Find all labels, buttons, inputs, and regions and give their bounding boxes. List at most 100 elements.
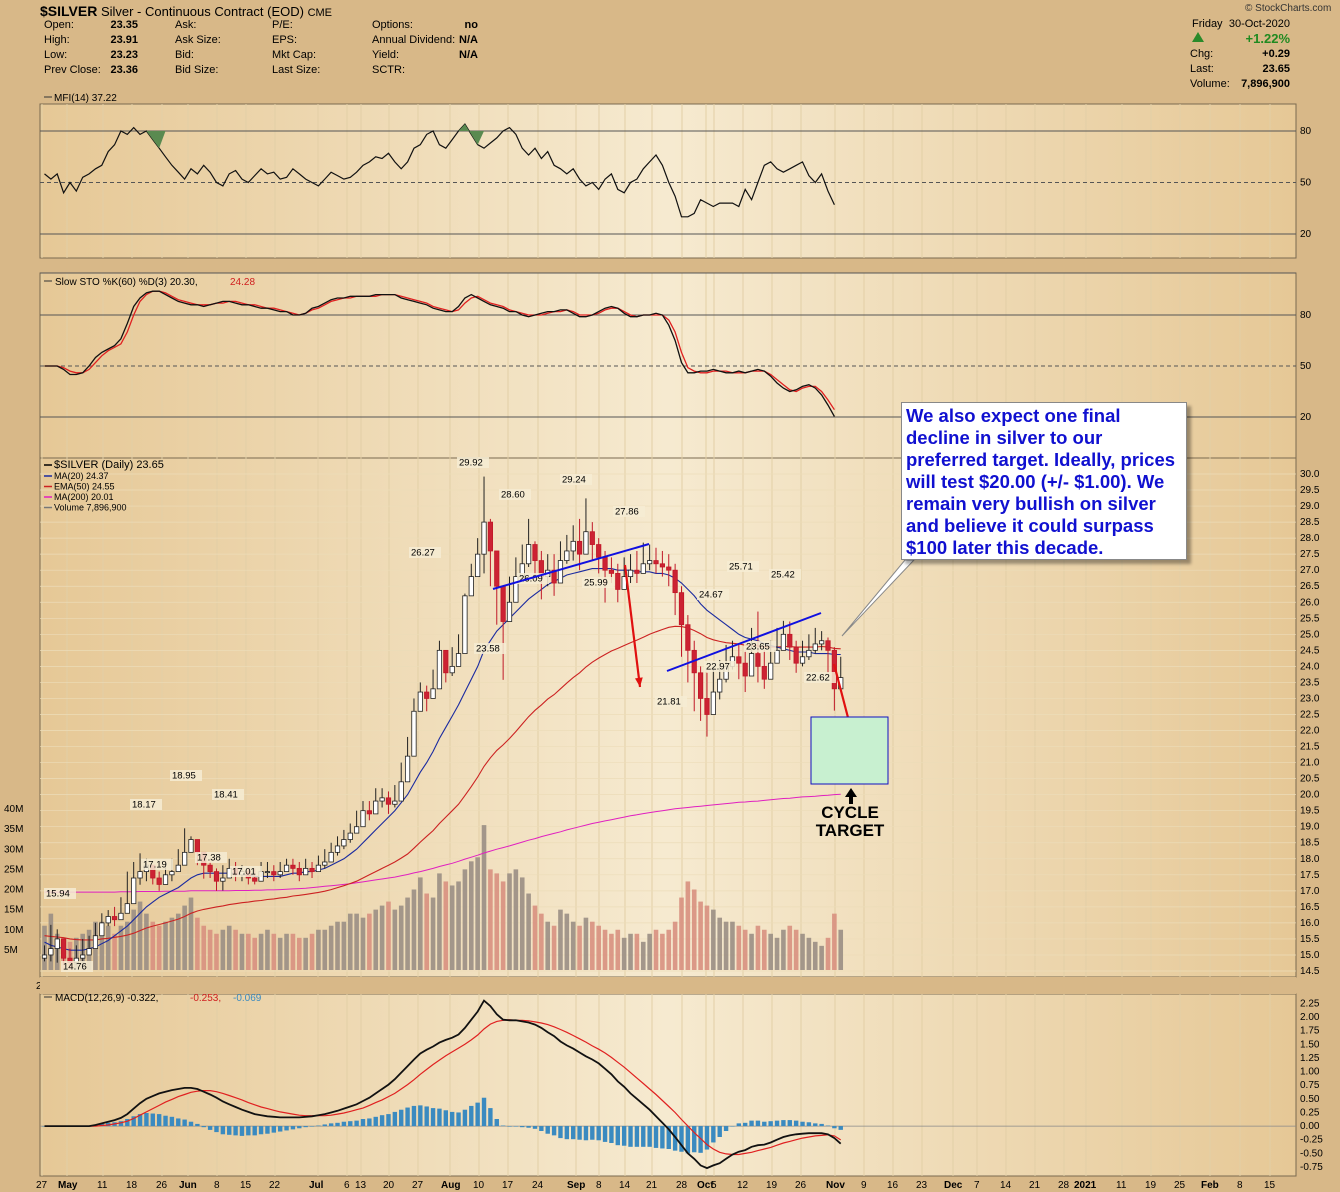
candle-body [213,871,220,882]
volume-bar [316,929,321,970]
macd-hist-bar [742,1122,748,1127]
price-y-tick-label: 18.0 [1300,854,1320,865]
quote-day: Friday [1192,18,1223,30]
candle-body [283,864,290,872]
price-annotation: 25.71 [729,562,753,573]
candle-body [220,877,226,882]
x-tick-label: 11 [97,1180,108,1191]
macd-hist-bar [564,1126,570,1140]
candle-body [768,662,774,680]
volume-bar [392,909,398,970]
candle-body [322,861,328,866]
quote-pct: +1.22% [1245,31,1290,46]
volume-y-tick-label: 30M [4,844,23,855]
volume-bar [494,873,500,970]
candle-body [366,810,372,815]
volume-bar [545,921,551,970]
macd-hist-bar [252,1126,257,1136]
quote-label: Options: [372,19,413,31]
macd-hist-bar [239,1126,245,1136]
trendline [666,612,822,672]
price-annotation: 17.01 [232,867,256,878]
x-tick-label: 22 [269,1180,281,1191]
volume-bar [570,921,576,970]
price-annotation-bg [141,859,173,870]
candle-body [793,646,799,664]
volume-bar [723,921,729,970]
x-tick-label: 2021 [1074,1180,1097,1191]
candle-body [411,710,417,757]
volume-bar [621,937,627,970]
macd-hist-bar [532,1126,538,1129]
candle-body [780,633,787,651]
volume-bar [787,925,793,970]
candle-body [436,649,443,690]
volume-bar [309,933,315,970]
price-annotation-bg [499,489,531,500]
candle-body [819,640,825,645]
mfi-legend: MFI(14) 37.22 [54,93,117,104]
quote-summary: Friday 30-Oct-2020 +1.22% Chg: +0.29 Las… [1188,18,1292,92]
volume-bar [672,921,678,970]
volume-bar [488,869,493,970]
candle-body [825,640,831,651]
quote-value: N/A [459,34,478,46]
macd-hist-bar [806,1122,812,1127]
x-tick-label: 26 [795,1180,807,1191]
x-tick-label: 15 [240,1180,252,1191]
x-tick-label: Nov [826,1180,845,1191]
candle-body [347,832,353,840]
callout-pointer [841,559,916,637]
candle-body [557,560,564,584]
macd-hist-bar [590,1126,595,1140]
macd-y-tick-label: 0.50 [1300,1094,1320,1105]
volume-y-tick-label: 35M [4,824,23,835]
macd-hist-bar [182,1119,187,1127]
macd-hist-bar [653,1126,659,1148]
x-tick-label: May [58,1180,78,1191]
macd-hist-bar [227,1126,232,1135]
candle-body [424,691,430,699]
volume-bar [182,905,187,970]
price-y-tick-label: 16.0 [1300,918,1320,929]
volume-bar [762,929,767,970]
volume-bar [322,929,328,970]
price-annotation-bg [560,474,592,485]
macd-hist-bar [692,1126,697,1153]
macd-y-tick-label: 1.50 [1300,1039,1320,1050]
x-tick-label: 9 [861,1180,867,1191]
candle-body [48,948,54,956]
macd-y-tick-label: 1.25 [1300,1053,1320,1064]
macd-y-tick-label: 2.00 [1300,1012,1320,1023]
macd-hist-bar [755,1120,761,1127]
macd-hist-bar [125,1119,130,1127]
volume-bar [226,925,232,970]
volume-bar [781,929,786,970]
volume-bar [800,933,805,970]
candle-body [169,871,175,876]
volume-bar [806,937,812,970]
candle-body [80,954,86,959]
volume-bar [742,929,748,970]
candle-body [672,569,678,594]
candle-body [309,867,315,873]
quote-label: Yield: [372,49,400,61]
macd-y-tick-label: -0.50 [1300,1148,1323,1159]
macd-hist-bar [545,1126,550,1134]
price-annotation: 25.42 [771,570,795,581]
quote-value: no [464,19,478,31]
volume-bar [825,937,831,970]
quote-label: Prev Close: [44,64,101,76]
candle-body [328,851,334,863]
price-annotation-bg [195,852,227,863]
x-tick-label: 27 [36,1180,48,1191]
volume-y-tick-label: 20M [4,885,23,896]
volume-bar [691,889,697,970]
x-tick-label: 13 [355,1180,367,1191]
sto-d-legend: 24.28 [230,277,255,288]
quote-label: Mkt Cap: [272,49,317,61]
macd-hist-bar [469,1105,474,1127]
volume-bar [233,929,238,970]
volume-bar [131,909,136,970]
candle-body [182,851,188,866]
